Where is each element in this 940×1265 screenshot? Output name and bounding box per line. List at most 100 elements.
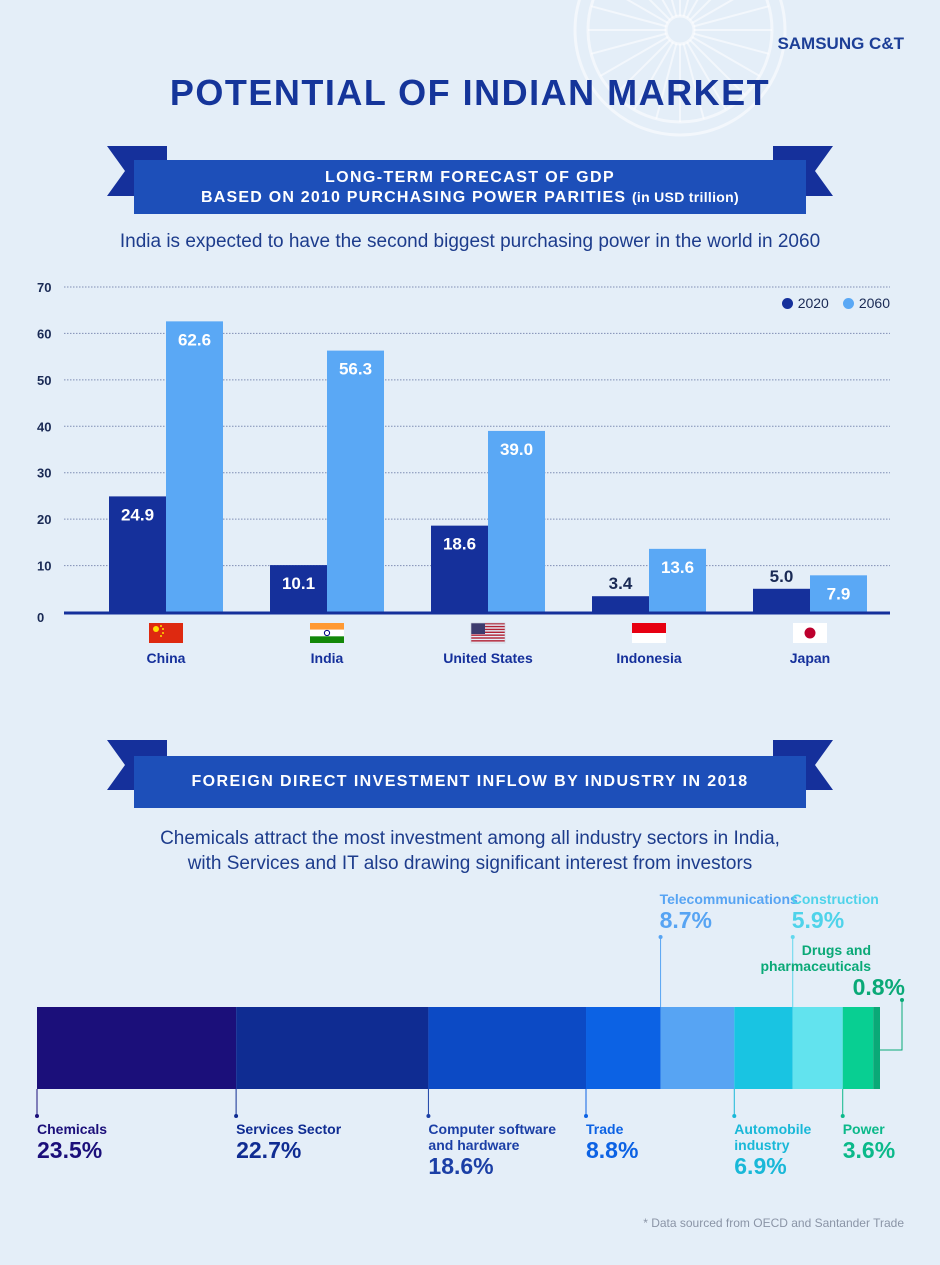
bar-2060-japan <box>810 575 867 612</box>
segment-drugs-and-pharmaceuticals <box>873 1007 880 1089</box>
fdi-segment-percent: 22.7% <box>236 1137 302 1163</box>
x-tick-label: China <box>147 650 186 666</box>
fdi-segment-percent: 5.9% <box>791 907 845 933</box>
y-tick-label: 50 <box>37 373 51 388</box>
gdp-bar-chart: 0 10 20 30 40 50 60 70 24.9 62.6 China 10.1 56.3 Indi… <box>37 280 890 666</box>
page-title: POTENTIAL OF INDIAN MARKET <box>169 72 771 113</box>
segment-construction <box>792 1007 843 1089</box>
fdi-label-trade: Trade 8.8% <box>586 1121 638 1163</box>
fdi-segment-percent: 8.7% <box>659 907 712 933</box>
section2-subtitle: Chemicals attract the most investment am… <box>0 826 940 876</box>
fdi-segment-percent: 23.5% <box>37 1137 103 1163</box>
fdi-segment-percent: 0.8% <box>852 974 905 1000</box>
bar-2060-india <box>327 350 384 612</box>
fdi-label-computer-software-and-hardware: Computer software and hardware 18.6% <box>428 1121 568 1179</box>
y-tick-label: 70 <box>37 280 51 295</box>
bar-2020-indonesia <box>592 596 649 612</box>
fdi-segment-name: Chemicals <box>37 1121 108 1137</box>
flag-indonesia-icon <box>632 623 666 643</box>
fdi-segment-name: Automobile industry <box>734 1121 812 1153</box>
banner-line1: LONG-TERM FORECAST OF GDP <box>324 169 616 186</box>
fdi-segment-name: Drugs and pharmaceuticals <box>760 942 872 974</box>
leader-dot <box>732 1114 737 1118</box>
segment-services-sector <box>236 1007 429 1089</box>
flag-united-states-icon <box>470 622 506 644</box>
x-tick-label: United States <box>443 650 533 666</box>
flag-china-icon <box>149 623 183 643</box>
legend-dot-2060 <box>842 298 854 309</box>
fdi-label-drugs-and-pharmaceuticals: Drugs and pharmaceuticals 0.8% <box>756 942 906 1000</box>
bar-2020-united-states <box>431 525 488 612</box>
leader-dot <box>35 1114 39 1118</box>
fdi-stacked-bar <box>35 935 904 1118</box>
fdi-label-power: Power 3.6% <box>843 1121 895 1163</box>
fdi-segment-name: Trade <box>586 1121 624 1137</box>
flag-japan-icon <box>793 623 827 643</box>
banner-unit: (in USD trillion) <box>631 189 739 205</box>
x-tick-label: India <box>311 650 344 666</box>
banner-line2: BASED ON 2010 PURCHASING POWER PARITIES <box>201 189 627 206</box>
x-tick-label: Indonesia <box>616 650 682 666</box>
leader-dot <box>790 935 795 939</box>
fdi-label-construction: Construction 5.9% <box>792 891 879 933</box>
y-tick-label: 10 <box>37 559 51 574</box>
data-label: 56.3 <box>339 360 372 379</box>
fdi-segment-percent: 8.8% <box>586 1137 639 1163</box>
segment-telecommunications <box>660 1007 735 1089</box>
brand-logo: SAMSUNG C&T <box>777 34 904 53</box>
y-tick-label: 0 <box>37 610 44 625</box>
fdi-segment-name: Power <box>842 1121 885 1137</box>
bar-2020-china <box>109 496 166 612</box>
data-label: 18.6 <box>443 535 476 554</box>
segment-automobile-industry <box>734 1007 793 1089</box>
bar-2060-china <box>166 321 223 612</box>
x-tick-label: Japan <box>790 650 830 666</box>
section2-subtitle-line1: Chemicals attract the most investment am… <box>160 828 780 849</box>
section1-subtitle: India is expected to have the second big… <box>119 231 821 252</box>
leader-line <box>876 1000 903 1051</box>
data-label: 13.6 <box>661 558 694 577</box>
fdi-label-automobile-industry: Automobile industry 6.9% <box>734 1121 824 1179</box>
legend-item-2060: 2060 <box>842 295 890 311</box>
leader-dot <box>840 1114 845 1118</box>
fdi-label-telecommunications: Telecommunications 8.7% <box>660 891 798 933</box>
segment-computer-software-and-hardware <box>428 1007 587 1089</box>
section2-banner: FOREIGN DIRECT INVESTMENT INFLOW BY INDU… <box>134 756 806 808</box>
leader-dot <box>584 1114 589 1118</box>
data-label: 24.9 <box>121 505 154 524</box>
fdi-segment-percent: 18.6% <box>428 1153 494 1179</box>
segment-trade <box>586 1007 661 1089</box>
legend-item-2020: 2020 <box>781 295 829 311</box>
data-label: 10.1 <box>282 574 315 593</box>
fdi-segment-name: Services Sector <box>236 1121 342 1137</box>
data-label: 7.9 <box>827 584 851 603</box>
y-tick-label: 30 <box>37 466 51 481</box>
data-label: 39.0 <box>500 440 533 459</box>
chakra-watermark <box>573 0 787 137</box>
bar-2020-india <box>270 565 327 612</box>
fdi-segment-percent: 6.9% <box>734 1153 787 1179</box>
fdi-label-services-sector: Services Sector 22.7% <box>236 1121 341 1163</box>
leader-dot <box>658 935 663 939</box>
fdi-segment-name: Telecommunications <box>659 891 798 907</box>
bar-2020-japan <box>753 588 810 612</box>
segment-chemicals <box>37 1007 237 1089</box>
y-tick-label: 60 <box>37 326 51 341</box>
leader-dot <box>426 1114 431 1118</box>
section1-banner: LONG-TERM FORECAST OF GDP BASED ON 2010 … <box>134 160 806 214</box>
bar-2060-indonesia <box>649 548 706 612</box>
y-tick-label: 20 <box>37 512 51 527</box>
fdi-label-chemicals: Chemicals 23.5% <box>37 1121 107 1163</box>
data-label: 62.6 <box>178 330 211 349</box>
data-label: 3.4 <box>609 574 633 593</box>
segment-power <box>842 1007 874 1089</box>
y-tick-label: 40 <box>37 419 51 434</box>
bar-2060-united-states <box>488 430 545 612</box>
legend-dot-2020 <box>781 298 793 309</box>
section2-subtitle-line2: with Services and IT also drawing signif… <box>187 853 753 874</box>
chart-legend: 2020 2060 <box>781 295 890 311</box>
fdi-segment-percent: 3.6% <box>842 1137 896 1163</box>
fdi-segment-name: Construction <box>791 891 879 907</box>
fdi-segment-name: Computer software and hardware <box>428 1121 556 1153</box>
legend-label-2020: 2020 <box>797 295 829 311</box>
